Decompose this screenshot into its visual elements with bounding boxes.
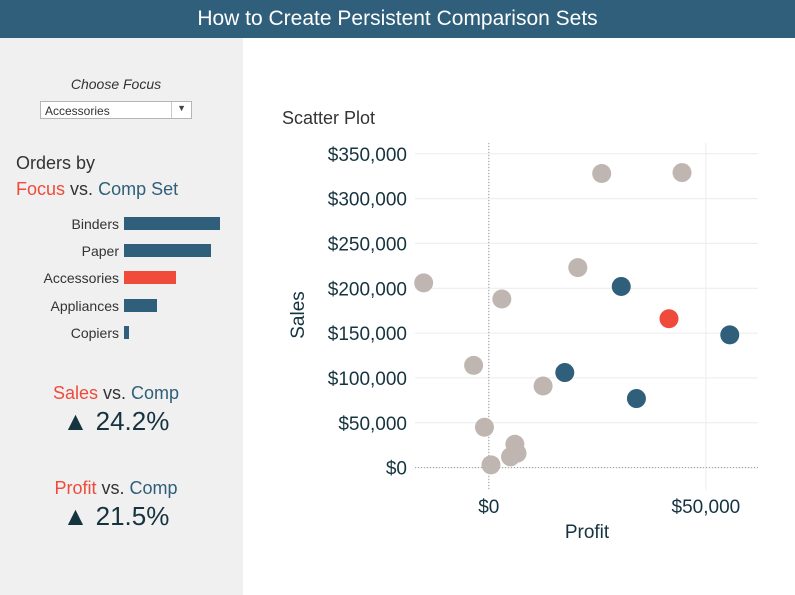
- kpi-metric: Sales: [52, 383, 98, 403]
- bar-row-paper[interactable]: Paper: [0, 241, 243, 261]
- sales-kpi-title: Sales vs. Comp: [0, 383, 232, 404]
- scatter-point-other: [592, 163, 612, 183]
- scatter-point-other: [568, 258, 588, 278]
- scatter-point-other: [492, 289, 512, 309]
- scatter-point-other: [474, 417, 494, 437]
- orders-title-line2: Focus vs. Comp Set: [16, 176, 178, 202]
- bar-row-accessories[interactable]: Accessories: [0, 268, 243, 288]
- sales-kpi-value: ▲ 24.2%: [0, 406, 232, 437]
- chevron-down-icon[interactable]: ▼: [177, 103, 186, 113]
- y-tick-label: $300,000: [328, 190, 407, 211]
- bar[interactable]: [124, 271, 176, 284]
- scatter-point-focus: [659, 309, 679, 329]
- y-axis-title: Sales: [288, 291, 309, 339]
- choose-focus-label: Choose Focus: [70, 76, 162, 92]
- scatter-point-other: [533, 376, 553, 396]
- kpi-metric: Profit: [54, 478, 97, 498]
- orders-focus-word: Focus: [16, 179, 66, 199]
- up-arrow-icon: ▲: [62, 501, 89, 531]
- y-tick-label: $200,000: [328, 279, 407, 300]
- kpi-vs: vs.: [103, 383, 127, 403]
- up-arrow-icon: ▲: [62, 406, 89, 436]
- bar-label: Appliances: [50, 298, 120, 314]
- y-tick-label: $0: [386, 459, 407, 480]
- orders-vs-word: vs.: [70, 179, 94, 199]
- kpi-percent: 21.5%: [95, 501, 170, 531]
- orders-title-line1: Orders by: [16, 153, 96, 173]
- x-tick-label: $0: [478, 497, 499, 518]
- sidebar-panel: [0, 38, 243, 595]
- y-tick-label: $50,000: [338, 414, 407, 435]
- dashboard-title: How to Create Persistent Comparison Sets: [197, 7, 598, 30]
- chart-title: Scatter Plot: [282, 108, 376, 128]
- profit-kpi-title: Profit vs. Comp: [0, 478, 232, 499]
- x-tick-label: $50,000: [672, 497, 741, 518]
- focus-select-value: Accessories: [45, 104, 110, 118]
- x-axis-title: Profit: [565, 522, 610, 543]
- scatter-point-comp: [555, 363, 575, 383]
- y-tick-label: $350,000: [328, 145, 407, 166]
- select-divider: [171, 102, 172, 118]
- focus-select[interactable]: Accessories ▼: [40, 101, 192, 119]
- scatter-point-other: [414, 273, 434, 293]
- dashboard-header: How to Create Persistent Comparison Sets: [0, 0, 795, 38]
- bar-label: Accessories: [43, 270, 119, 286]
- bar-row-binders[interactable]: Binders: [0, 214, 243, 234]
- bar[interactable]: [124, 244, 211, 257]
- bar-label: Paper: [81, 243, 119, 259]
- profit-kpi-value: ▲ 21.5%: [0, 501, 232, 532]
- kpi-comp: Comp: [131, 383, 180, 403]
- scatter-plot: $0 $50,000 $100,000 $150,000 $200,000 $250,00…: [288, 143, 758, 543]
- orders-title: Orders by Focus vs. Comp Set: [16, 150, 178, 202]
- kpi-percent: 24.2%: [95, 406, 170, 436]
- scatter-point-other: [672, 163, 692, 183]
- scatter-point-other: [481, 455, 501, 475]
- bar-label: Binders: [71, 216, 119, 232]
- bar-label: Copiers: [70, 325, 119, 341]
- orders-comp-word: Comp Set: [98, 179, 179, 199]
- bar-row-copiers[interactable]: Copiers: [0, 323, 243, 343]
- scatter-point-other: [501, 447, 521, 467]
- bar[interactable]: [124, 326, 129, 339]
- scatter-point-comp: [626, 389, 646, 409]
- scatter-point-comp: [611, 276, 631, 296]
- kpi-vs: vs.: [101, 478, 125, 498]
- bar-row-appliances[interactable]: Appliances: [0, 296, 243, 316]
- kpi-comp: Comp: [129, 478, 178, 498]
- y-tick-label: $100,000: [328, 369, 407, 390]
- bar[interactable]: [124, 299, 157, 312]
- scatter-point-other: [464, 355, 484, 375]
- scatter-point-comp: [720, 325, 740, 345]
- y-tick-label: $150,000: [328, 324, 407, 345]
- y-tick-label: $250,000: [328, 234, 407, 255]
- bar[interactable]: [124, 217, 220, 230]
